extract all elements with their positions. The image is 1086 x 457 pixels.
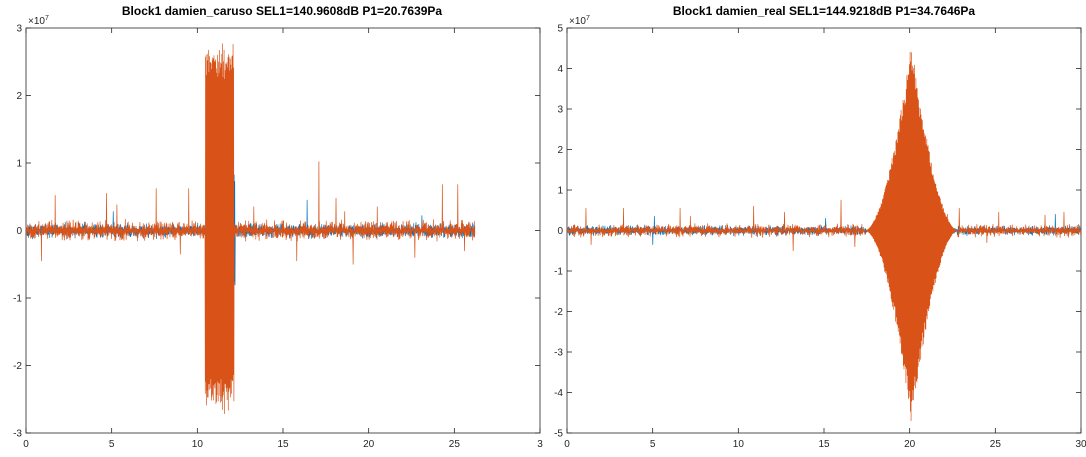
x-tick-label: 20 xyxy=(904,439,916,450)
x-tick-label: 15 xyxy=(277,439,289,450)
y-tick-label: 5 xyxy=(557,24,563,35)
series-line-1 xyxy=(567,51,1081,421)
y-ticks: 5 4 3 2 1 0 -1 -2 -3 -4 -5 xyxy=(554,24,1081,440)
x-tick-label: 15 xyxy=(818,439,830,450)
series-layer xyxy=(26,43,476,415)
x-tick-label: 10 xyxy=(733,439,745,450)
y-tick-label: -3 xyxy=(13,429,22,440)
y-exponent-power: 7 xyxy=(45,15,49,22)
y-tick-label: -2 xyxy=(554,307,563,318)
y-tick-label: -1 xyxy=(13,294,22,305)
y-tick-label: 2 xyxy=(16,91,22,102)
y-tick-label: 4 xyxy=(557,64,563,75)
y-tick-label: 3 xyxy=(557,105,563,116)
series-line-1 xyxy=(26,43,476,415)
y-tick-label: -4 xyxy=(554,388,563,399)
y-tick-label: 0 xyxy=(16,226,22,237)
y-tick-label: -2 xyxy=(13,361,22,372)
y-exponent-label: ×107 xyxy=(28,15,49,27)
x-tick-label: 25 xyxy=(990,439,1002,450)
y-exponent-base: ×10 xyxy=(569,16,586,27)
chart-title: Block1 damien_caruso SEL1=140.9608dB P1=… xyxy=(122,4,443,18)
y-tick-label: 1 xyxy=(557,186,563,197)
y-tick-label: 3 xyxy=(16,24,22,35)
x-tick-label: 0 xyxy=(564,439,570,450)
x-tick-label: 5 xyxy=(109,439,115,450)
y-tick-label: -1 xyxy=(554,267,563,278)
x-tick-label: 3 xyxy=(537,439,543,450)
x-tick-label: 10 xyxy=(192,439,204,450)
x-tick-label: 20 xyxy=(363,439,375,450)
x-ticks: 0 5 10 15 20 25 3 xyxy=(23,28,543,450)
y-ticks: 3 2 1 0 -1 -2 -3 xyxy=(13,24,540,440)
chart-title: Block1 damien_real SEL1=144.9218dB P1=34… xyxy=(673,4,976,18)
subplot-right: Block1 damien_real SEL1=144.9218dB P1=34… xyxy=(554,4,1086,450)
y-tick-label: -3 xyxy=(554,348,563,359)
y-tick-label: 0 xyxy=(557,226,563,237)
x-ticks: 0 5 10 15 20 25 30 xyxy=(564,28,1086,450)
y-exponent-label: ×107 xyxy=(569,15,590,27)
y-exponent-base: ×10 xyxy=(28,16,45,27)
y-tick-label: 1 xyxy=(16,159,22,170)
subplot-left: Block1 damien_caruso SEL1=140.9608dB P1=… xyxy=(13,4,543,450)
x-tick-label: 5 xyxy=(650,439,656,450)
x-tick-label: 0 xyxy=(23,439,29,450)
x-tick-label: 30 xyxy=(1075,439,1086,450)
y-tick-label: 2 xyxy=(557,145,563,156)
y-exponent-power: 7 xyxy=(586,15,590,22)
series-layer xyxy=(567,51,1081,421)
y-tick-label: -5 xyxy=(554,429,563,440)
x-tick-label: 25 xyxy=(449,439,461,450)
